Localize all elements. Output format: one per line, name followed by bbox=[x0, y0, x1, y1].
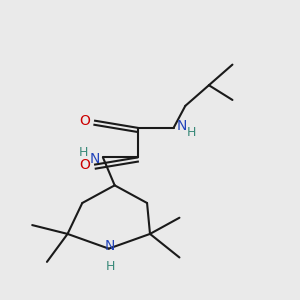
Text: O: O bbox=[79, 114, 90, 128]
Text: N: N bbox=[90, 152, 100, 166]
Text: N: N bbox=[105, 239, 116, 253]
Text: H: H bbox=[187, 126, 196, 139]
Text: O: O bbox=[79, 158, 90, 172]
Text: H: H bbox=[79, 146, 88, 159]
Text: N: N bbox=[176, 119, 187, 134]
Text: H: H bbox=[106, 260, 115, 273]
